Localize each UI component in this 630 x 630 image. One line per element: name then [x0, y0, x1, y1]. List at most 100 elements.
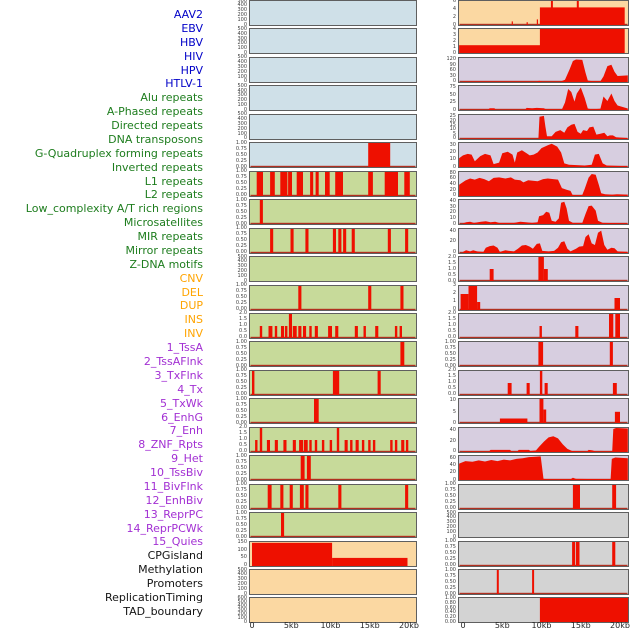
signal-bar	[539, 598, 628, 623]
y-tick-label: 0.25	[235, 186, 247, 193]
track-label-microsatellites: Microsatellites	[123, 216, 203, 230]
y-tick-label: 500	[237, 54, 247, 61]
signal-bar	[351, 228, 355, 253]
signal-plot	[250, 86, 416, 110]
signal-plot	[250, 285, 416, 310]
signal-bar	[314, 439, 318, 452]
y-tick-label: 300	[446, 519, 456, 526]
x-axis-tick-label: 10kb	[531, 621, 552, 630]
y-tick-label: 0.00	[235, 362, 247, 369]
y-tick-label: 15	[449, 121, 456, 128]
y-tick-label: 500	[237, 111, 247, 118]
signal-bar	[543, 269, 548, 282]
track-plot-ins	[458, 0, 629, 26]
x-axis-tick-label: 0	[460, 621, 466, 630]
track-label-hpv: HPV	[180, 63, 203, 77]
signal-plot	[250, 598, 416, 622]
y-tick-label: 3	[452, 31, 456, 38]
signal-plot	[250, 456, 416, 481]
track-plot-directed-repeats	[249, 227, 417, 254]
y-tick-label: 100	[237, 102, 247, 109]
signal-bar	[303, 439, 308, 452]
y-tick-label: 0	[243, 277, 247, 284]
y-tick-label: 300	[237, 263, 247, 270]
signal-bar	[477, 301, 481, 310]
y-tick-label: 0.00	[235, 533, 247, 540]
y-tick-label: 200	[237, 610, 247, 617]
y-tick-label: 1.5	[448, 316, 456, 323]
y-tick-label: 0	[243, 590, 247, 597]
signal-bar	[459, 45, 540, 54]
signal-plot	[250, 342, 416, 367]
signal-area	[463, 115, 628, 139]
y-tick-label: 0	[452, 249, 456, 256]
signal-bar	[303, 325, 307, 338]
signal-plot	[459, 257, 628, 282]
y-tick-label: 1.0	[448, 379, 456, 386]
track-plot-g-quadruplex-forming-repeats	[249, 284, 417, 311]
y-tick-label: 0.00	[444, 362, 456, 369]
y-tick-label: 1.0	[239, 436, 247, 443]
y-tick-label: 0.25	[235, 214, 247, 221]
y-tick-label: 500	[237, 253, 247, 260]
y-tick-label: 0	[243, 618, 247, 625]
y-tick-label: 100	[237, 272, 247, 279]
y-tick-label: 0.25	[235, 527, 247, 534]
y-tick-label: 0	[452, 106, 456, 113]
signal-bar	[612, 382, 617, 395]
track-plot-12-enhbiv	[458, 369, 629, 396]
track-label-mirror-repeats: Mirror repeats	[125, 243, 204, 257]
signal-bar	[361, 439, 365, 452]
signal-bar	[299, 484, 304, 509]
signal-plot	[459, 342, 628, 367]
signal-bar	[274, 439, 278, 452]
track-plot-dup	[249, 597, 417, 624]
y-tick-label: 5	[452, 130, 456, 137]
y-tick-label: 40	[449, 180, 456, 187]
y-tick-label: 20	[449, 117, 456, 124]
y-tick-label: 1.00	[444, 566, 456, 573]
y-tick-label: 20	[449, 209, 456, 216]
y-tick-label: 1.00	[444, 481, 456, 488]
signal-plot	[459, 115, 628, 139]
signal-plot	[250, 115, 416, 139]
y-tick-label: 500	[237, 0, 247, 4]
y-tick-label: 50	[449, 91, 456, 98]
signal-plot	[459, 570, 628, 594]
signal-bar	[543, 409, 547, 424]
y-tick-label: 0.50	[235, 237, 247, 244]
signal-plot	[250, 257, 416, 281]
track-label-replicationtiming: ReplicationTiming	[104, 590, 203, 604]
signal-bar	[405, 439, 409, 452]
y-tick-label: 300	[237, 7, 247, 14]
y-tick-label: 600	[237, 594, 247, 601]
signal-bar	[292, 439, 296, 452]
y-tick-label: 0.00	[444, 618, 456, 625]
signal-bar	[252, 370, 255, 395]
signal-bar	[281, 325, 285, 338]
y-tick-label: 0.25	[235, 413, 247, 420]
y-tick-label: 100	[237, 16, 247, 23]
track-plot-a-phased-repeats	[249, 199, 417, 226]
x-axis-tick-label: 5kb	[494, 621, 510, 630]
y-tick-label: 1.0	[239, 322, 247, 329]
y-tick-label: 0.00	[235, 505, 247, 512]
signal-bar	[344, 439, 348, 452]
signal-bar	[332, 557, 408, 566]
track-plot-mir-repeats	[249, 455, 417, 482]
y-tick-label: 2	[452, 13, 456, 20]
signal-bar	[314, 399, 319, 424]
y-tick-label: 4	[452, 5, 456, 12]
y-tick-label: 0.75	[235, 401, 247, 408]
y-tick-label: 0.50	[235, 521, 247, 528]
x-axis-tick-label: 10kb	[320, 621, 341, 630]
track-plot-z-dna-motifs	[249, 512, 417, 539]
track-label-11-bivflnk: 11_BivFlnk	[143, 479, 203, 493]
y-tick-label: 10	[449, 397, 456, 404]
y-tick-label: 0.50	[235, 379, 247, 386]
track-label-low-complexity-a-t-rich-regions: Low_complexity A/T rich regions	[25, 202, 203, 216]
y-tick-label: 0.75	[235, 288, 247, 294]
y-tick-label: 1.5	[448, 259, 456, 266]
signal-bar	[288, 313, 292, 338]
signal-plot	[459, 29, 625, 54]
